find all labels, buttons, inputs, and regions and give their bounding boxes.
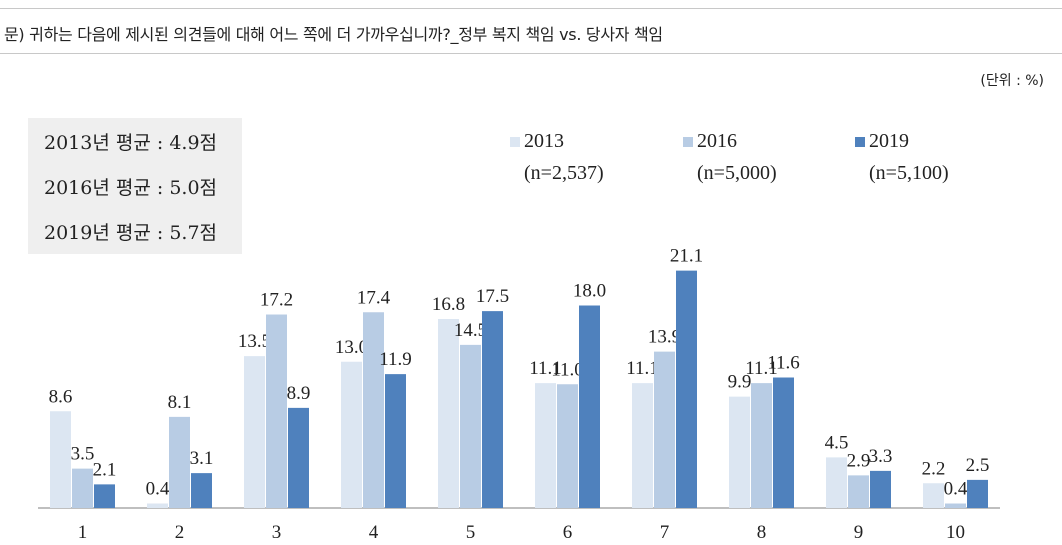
value-label-2019-6: 18.0 <box>573 281 606 302</box>
bar-2019-7 <box>676 270 697 508</box>
bar-2016-6 <box>557 384 578 508</box>
average-2019: 2019년 평균 : 5.7점 <box>44 222 218 244</box>
average-2013: 2013년 평균 : 4.9점 <box>44 132 218 154</box>
value-label-2019-3: 8.9 <box>287 383 311 404</box>
bar-2019-2 <box>191 473 212 508</box>
value-label-2019-4: 11.9 <box>379 349 412 370</box>
value-label-2013-4: 13.0 <box>335 337 368 358</box>
bar-2013-6 <box>535 383 556 508</box>
category-label-3: 3 <box>272 522 282 543</box>
bar-2013-10 <box>923 483 944 508</box>
value-label-2019-1: 2.1 <box>93 459 117 480</box>
value-label-2016-8: 11.1 <box>745 358 778 379</box>
bar-2016-5 <box>460 344 481 508</box>
category-label-8: 8 <box>757 522 767 543</box>
value-label-2013-5: 16.8 <box>432 294 465 315</box>
value-label-2016-2: 8.1 <box>168 392 192 413</box>
bar-2013-9 <box>826 457 847 508</box>
value-label-2013-1: 8.6 <box>49 386 73 407</box>
category-label-5: 5 <box>466 522 476 543</box>
legend-n-2019: (n=5,100) <box>869 162 949 184</box>
value-label-2013-9: 4.5 <box>825 432 849 453</box>
value-label-2016-5: 14.5 <box>454 320 487 341</box>
value-label-2013-6: 11.1 <box>529 358 562 379</box>
value-label-2013-8: 9.9 <box>728 372 752 393</box>
category-label-1: 1 <box>78 522 88 543</box>
category-label-6: 6 <box>563 522 573 543</box>
bar-2013-5 <box>438 319 459 508</box>
bar-2016-8 <box>751 383 772 508</box>
value-label-2016-3: 17.2 <box>260 290 293 311</box>
legend-name-2016: 2016 <box>697 130 737 152</box>
value-label-2019-9: 3.3 <box>869 446 893 467</box>
category-label-10: 10 <box>946 522 965 543</box>
value-label-2019-10: 2.5 <box>966 455 990 476</box>
bar-2019-3 <box>288 407 309 508</box>
averages-box: 2013년 평균 : 4.9점 2016년 평균 : 5.0점 2019년 평균… <box>28 118 242 254</box>
bar-2016-10 <box>945 503 966 508</box>
bar-2019-8 <box>773 377 794 508</box>
bar-2019-10 <box>967 479 988 508</box>
bar-2016-2 <box>169 416 190 508</box>
value-label-2016-9: 2.9 <box>847 450 871 471</box>
question-text: 문) 귀하는 다음에 제시된 의견들에 대해 어느 쪽에 더 가까우십니까?_정… <box>4 25 663 44</box>
value-label-2013-2: 0.4 <box>146 479 170 500</box>
legend-name-2013: 2013 <box>524 130 564 152</box>
question-header: 문) 귀하는 다음에 제시된 의견들에 대해 어느 쪽에 더 가까우십니까?_정… <box>0 8 1062 54</box>
bar-2013-4 <box>341 361 362 508</box>
value-label-2019-5: 17.5 <box>476 286 509 307</box>
bar-2013-2 <box>147 503 168 508</box>
value-label-2013-3: 13.5 <box>238 331 271 352</box>
value-label-2019-7: 21.1 <box>670 246 703 267</box>
bar-2016-1 <box>72 468 93 508</box>
bar-2016-3 <box>266 314 287 508</box>
bar-2016-7 <box>654 351 675 508</box>
value-label-2019-8: 11.6 <box>767 353 800 374</box>
category-label-7: 7 <box>660 522 670 543</box>
value-label-2013-7: 11.1 <box>626 358 659 379</box>
value-label-2016-1: 3.5 <box>71 444 95 465</box>
value-label-2016-4: 17.4 <box>357 287 391 308</box>
value-label-2019-2: 3.1 <box>190 448 214 469</box>
bar-2019-1 <box>94 484 115 508</box>
value-label-2016-6: 11.0 <box>551 359 584 380</box>
legend-swatch-2013 <box>510 137 520 147</box>
bar-2019-4 <box>385 374 406 508</box>
value-label-2013-10: 2.2 <box>922 458 946 479</box>
bar-2016-4 <box>363 312 384 508</box>
bar-2019-9 <box>870 470 891 508</box>
bar-2016-9 <box>848 475 869 508</box>
value-label-2016-7: 13.9 <box>648 327 681 348</box>
bar-2013-3 <box>244 356 265 508</box>
average-2016: 2016년 평균 : 5.0점 <box>44 177 218 199</box>
legend-name-2019: 2019 <box>869 130 909 152</box>
category-label-4: 4 <box>369 522 379 543</box>
bar-2013-8 <box>729 396 750 508</box>
bar-2019-6 <box>579 305 600 508</box>
bar-2013-1 <box>50 411 71 508</box>
legend-n-2016: (n=5,000) <box>697 162 777 184</box>
unit-label: (단위 : %) <box>980 73 1044 89</box>
bar-2019-5 <box>482 311 503 508</box>
category-label-2: 2 <box>175 522 185 543</box>
category-label-9: 9 <box>854 522 864 543</box>
legend-swatch-2016 <box>683 137 693 147</box>
bar-2013-7 <box>632 383 653 508</box>
legend-n-2013: (n=2,537) <box>524 162 604 184</box>
legend-swatch-2019 <box>855 137 865 147</box>
value-label-2016-10: 0.4 <box>944 479 968 500</box>
